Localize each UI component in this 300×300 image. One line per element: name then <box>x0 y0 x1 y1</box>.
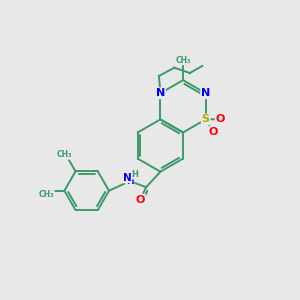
Text: CH₃: CH₃ <box>175 56 191 65</box>
Text: N: N <box>156 88 165 98</box>
Text: H: H <box>132 170 139 179</box>
Text: S: S <box>202 114 210 124</box>
Text: O: O <box>208 127 218 137</box>
Text: CH₃: CH₃ <box>57 150 73 159</box>
Text: H: H <box>126 177 134 186</box>
Text: CH₃: CH₃ <box>39 190 54 200</box>
Text: N: N <box>123 172 132 183</box>
Text: O: O <box>215 114 225 124</box>
Text: N: N <box>201 88 210 98</box>
Text: O: O <box>136 195 145 205</box>
